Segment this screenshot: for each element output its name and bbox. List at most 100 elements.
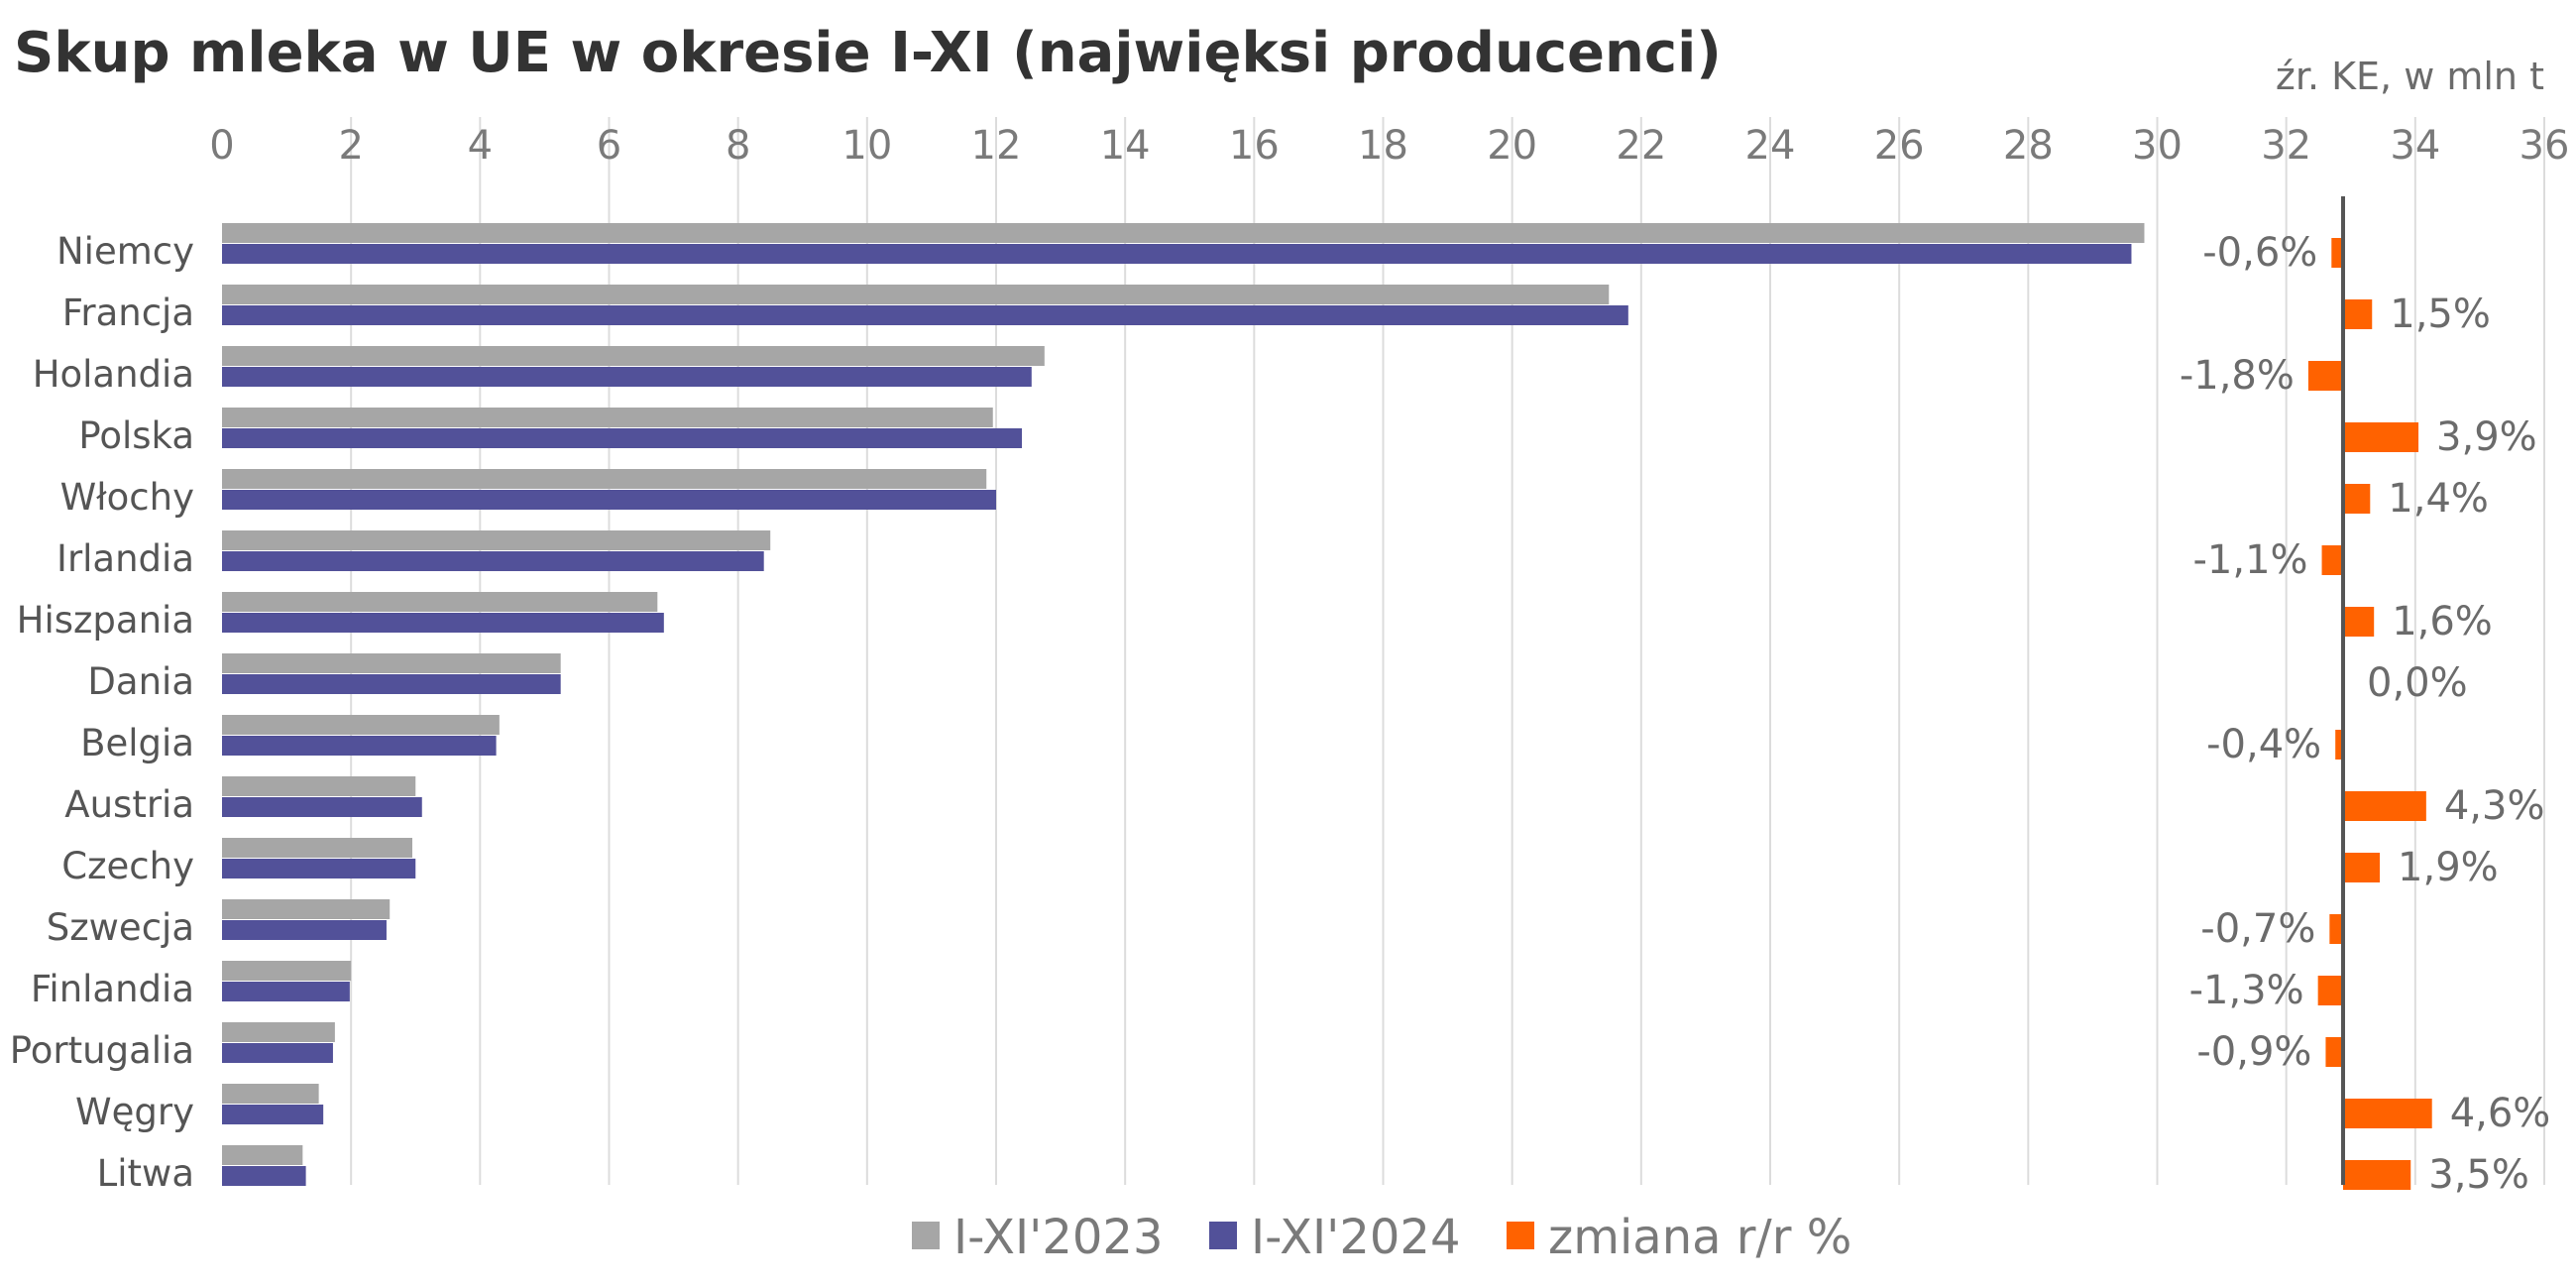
x-tick-label: 32 (2261, 123, 2311, 169)
change-bars-layer: -0,6% 1,5% -1,8% 3,9% 1,4% -1,1% 1,6% 0,0% -0,4%… (2180, 230, 2550, 1198)
change-label: -0,9% (2196, 1029, 2311, 1075)
bar-2024 (222, 859, 416, 878)
bar-2023 (222, 1084, 319, 1104)
change-label: 1,9% (2398, 845, 2499, 890)
legend-label: zmiana r/r % (1548, 1210, 1851, 1265)
category-label: Niemcy (56, 230, 194, 273)
bar-2023 (222, 776, 416, 796)
bar-2023 (222, 838, 412, 858)
x-tick-label: 26 (1874, 123, 1925, 169)
x-tick-label: 36 (2520, 123, 2570, 169)
bar-2024 (222, 305, 1628, 325)
x-tick-label: 30 (2132, 123, 2183, 169)
category-label: Irlandia (56, 537, 194, 580)
x-tick-label: 20 (1487, 123, 1537, 169)
bar-2023 (222, 285, 1610, 304)
bar-2024 (222, 1166, 306, 1186)
bar-2024 (222, 1105, 324, 1124)
change-bar (2317, 976, 2343, 1005)
change-bar (2325, 1037, 2343, 1067)
category-label: Węgry (75, 1091, 194, 1133)
bar-2023 (222, 899, 391, 919)
change-bar (2343, 1099, 2432, 1128)
category-label: Francja (62, 292, 194, 334)
change-label: 1,4% (2388, 476, 2489, 522)
change-label: 4,3% (2444, 783, 2545, 829)
change-bar (2343, 791, 2426, 821)
x-tick-label: 12 (971, 123, 1022, 169)
x-tick-label: 6 (597, 123, 621, 169)
change-bar (2321, 545, 2343, 575)
bar-2023 (222, 592, 658, 612)
bar-2023 (222, 408, 993, 427)
x-tick-label: 2 (338, 123, 363, 169)
x-tick-label: 28 (2003, 123, 2054, 169)
bar-2023 (222, 1145, 303, 1165)
category-label: Austria (64, 783, 194, 826)
change-label: -0,4% (2206, 722, 2321, 767)
change-label: -1,1% (2192, 537, 2307, 583)
x-tick-label: 8 (726, 123, 750, 169)
category-label: Belgia (80, 722, 194, 764)
category-label: Holandia (33, 353, 194, 396)
x-axis-ticks: 0 2 4 6 8 10 12 14 16 18 20 22 24 26 28 30 32 34 36 (209, 123, 2569, 169)
bar-2023 (222, 653, 561, 673)
category-label: Czechy (61, 845, 194, 887)
bar-2023 (222, 469, 987, 489)
x-tick-label: 0 (209, 123, 234, 169)
change-label: 1,6% (2392, 599, 2493, 644)
x-tick-label: 34 (2390, 123, 2440, 169)
x-tick-label: 10 (841, 123, 892, 169)
bar-2024 (222, 982, 350, 1001)
bar-2024 (222, 920, 387, 940)
change-label: 4,6% (2450, 1091, 2551, 1136)
bar-2023 (222, 1022, 335, 1042)
change-label: 0,0% (2367, 660, 2468, 706)
bar-2024 (222, 551, 764, 571)
legend-swatch (1507, 1222, 1534, 1249)
change-bar (2343, 1160, 2411, 1190)
bar-2023 (222, 961, 352, 981)
change-bar (2343, 299, 2373, 329)
bar-2024 (222, 613, 664, 633)
bar-2023 (222, 346, 1045, 366)
legend-swatch (912, 1222, 940, 1249)
bar-2024 (222, 244, 2132, 264)
category-labels: Niemcy Francja Holandia Polska Włochy Irlandi… (10, 230, 194, 1195)
bar-2024 (222, 674, 561, 694)
x-tick-label: 14 (1100, 123, 1151, 169)
x-tick-label: 22 (1616, 123, 1666, 169)
legend: I-XI'2023 I-XI'2024 zmiana r/r % (912, 1210, 1851, 1265)
change-bar (2329, 914, 2343, 944)
change-label: -0,7% (2200, 906, 2315, 952)
x-tick-label: 24 (1745, 123, 1796, 169)
x-tick-label: 16 (1229, 123, 1280, 169)
change-bar (2307, 361, 2343, 391)
category-label: Polska (78, 414, 194, 457)
legend-swatch (1209, 1222, 1237, 1249)
bar-2024 (222, 428, 1023, 448)
category-label: Hiszpania (17, 599, 194, 642)
x-tick-label: 18 (1358, 123, 1408, 169)
change-label: -0,6% (2202, 230, 2317, 276)
change-bar (2343, 422, 2419, 452)
change-bar (2343, 607, 2375, 637)
bar-2023 (222, 530, 771, 550)
category-label: Dania (87, 660, 194, 703)
legend-label: I-XI'2023 (953, 1210, 1163, 1265)
change-label: -1,3% (2189, 968, 2304, 1013)
bar-2024 (222, 490, 996, 510)
bar-2023 (222, 223, 2145, 243)
category-label: Portugalia (10, 1029, 194, 1072)
change-label: 3,9% (2436, 414, 2537, 460)
legend-label: I-XI'2024 (1251, 1210, 1460, 1265)
change-label: -1,8% (2180, 353, 2295, 399)
change-bar (2343, 853, 2381, 882)
unit-label: źr. KE, w mln t (2276, 55, 2544, 98)
bar-2024 (222, 736, 497, 756)
chart-title: Skup mleka w UE w okresie I-XI (najwięks… (14, 21, 1722, 85)
x-tick-label: 4 (468, 123, 493, 169)
change-bar (2331, 238, 2343, 268)
change-label: 3,5% (2428, 1152, 2529, 1198)
